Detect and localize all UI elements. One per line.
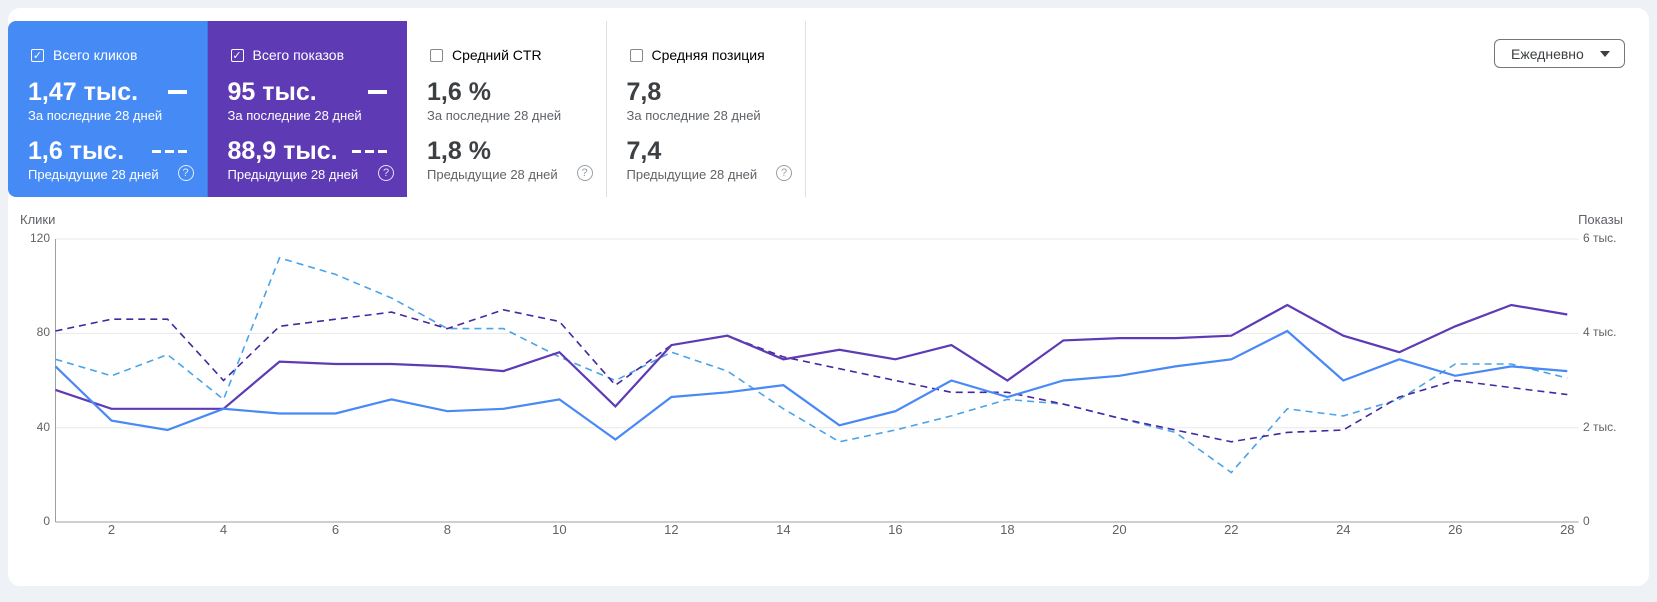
svg-text:16: 16: [888, 522, 902, 537]
svg-text:8: 8: [444, 522, 451, 537]
svg-text:14: 14: [776, 522, 790, 537]
svg-text:20: 20: [1112, 522, 1126, 537]
svg-text:10: 10: [552, 522, 566, 537]
svg-text:24: 24: [1336, 522, 1350, 537]
svg-text:12: 12: [664, 522, 678, 537]
svg-text:6: 6: [332, 522, 339, 537]
svg-text:28: 28: [1560, 522, 1574, 537]
svg-text:22: 22: [1224, 522, 1238, 537]
svg-text:4: 4: [220, 522, 227, 537]
svg-text:2: 2: [108, 522, 115, 537]
svg-text:26: 26: [1448, 522, 1462, 537]
svg-text:18: 18: [1000, 522, 1014, 537]
